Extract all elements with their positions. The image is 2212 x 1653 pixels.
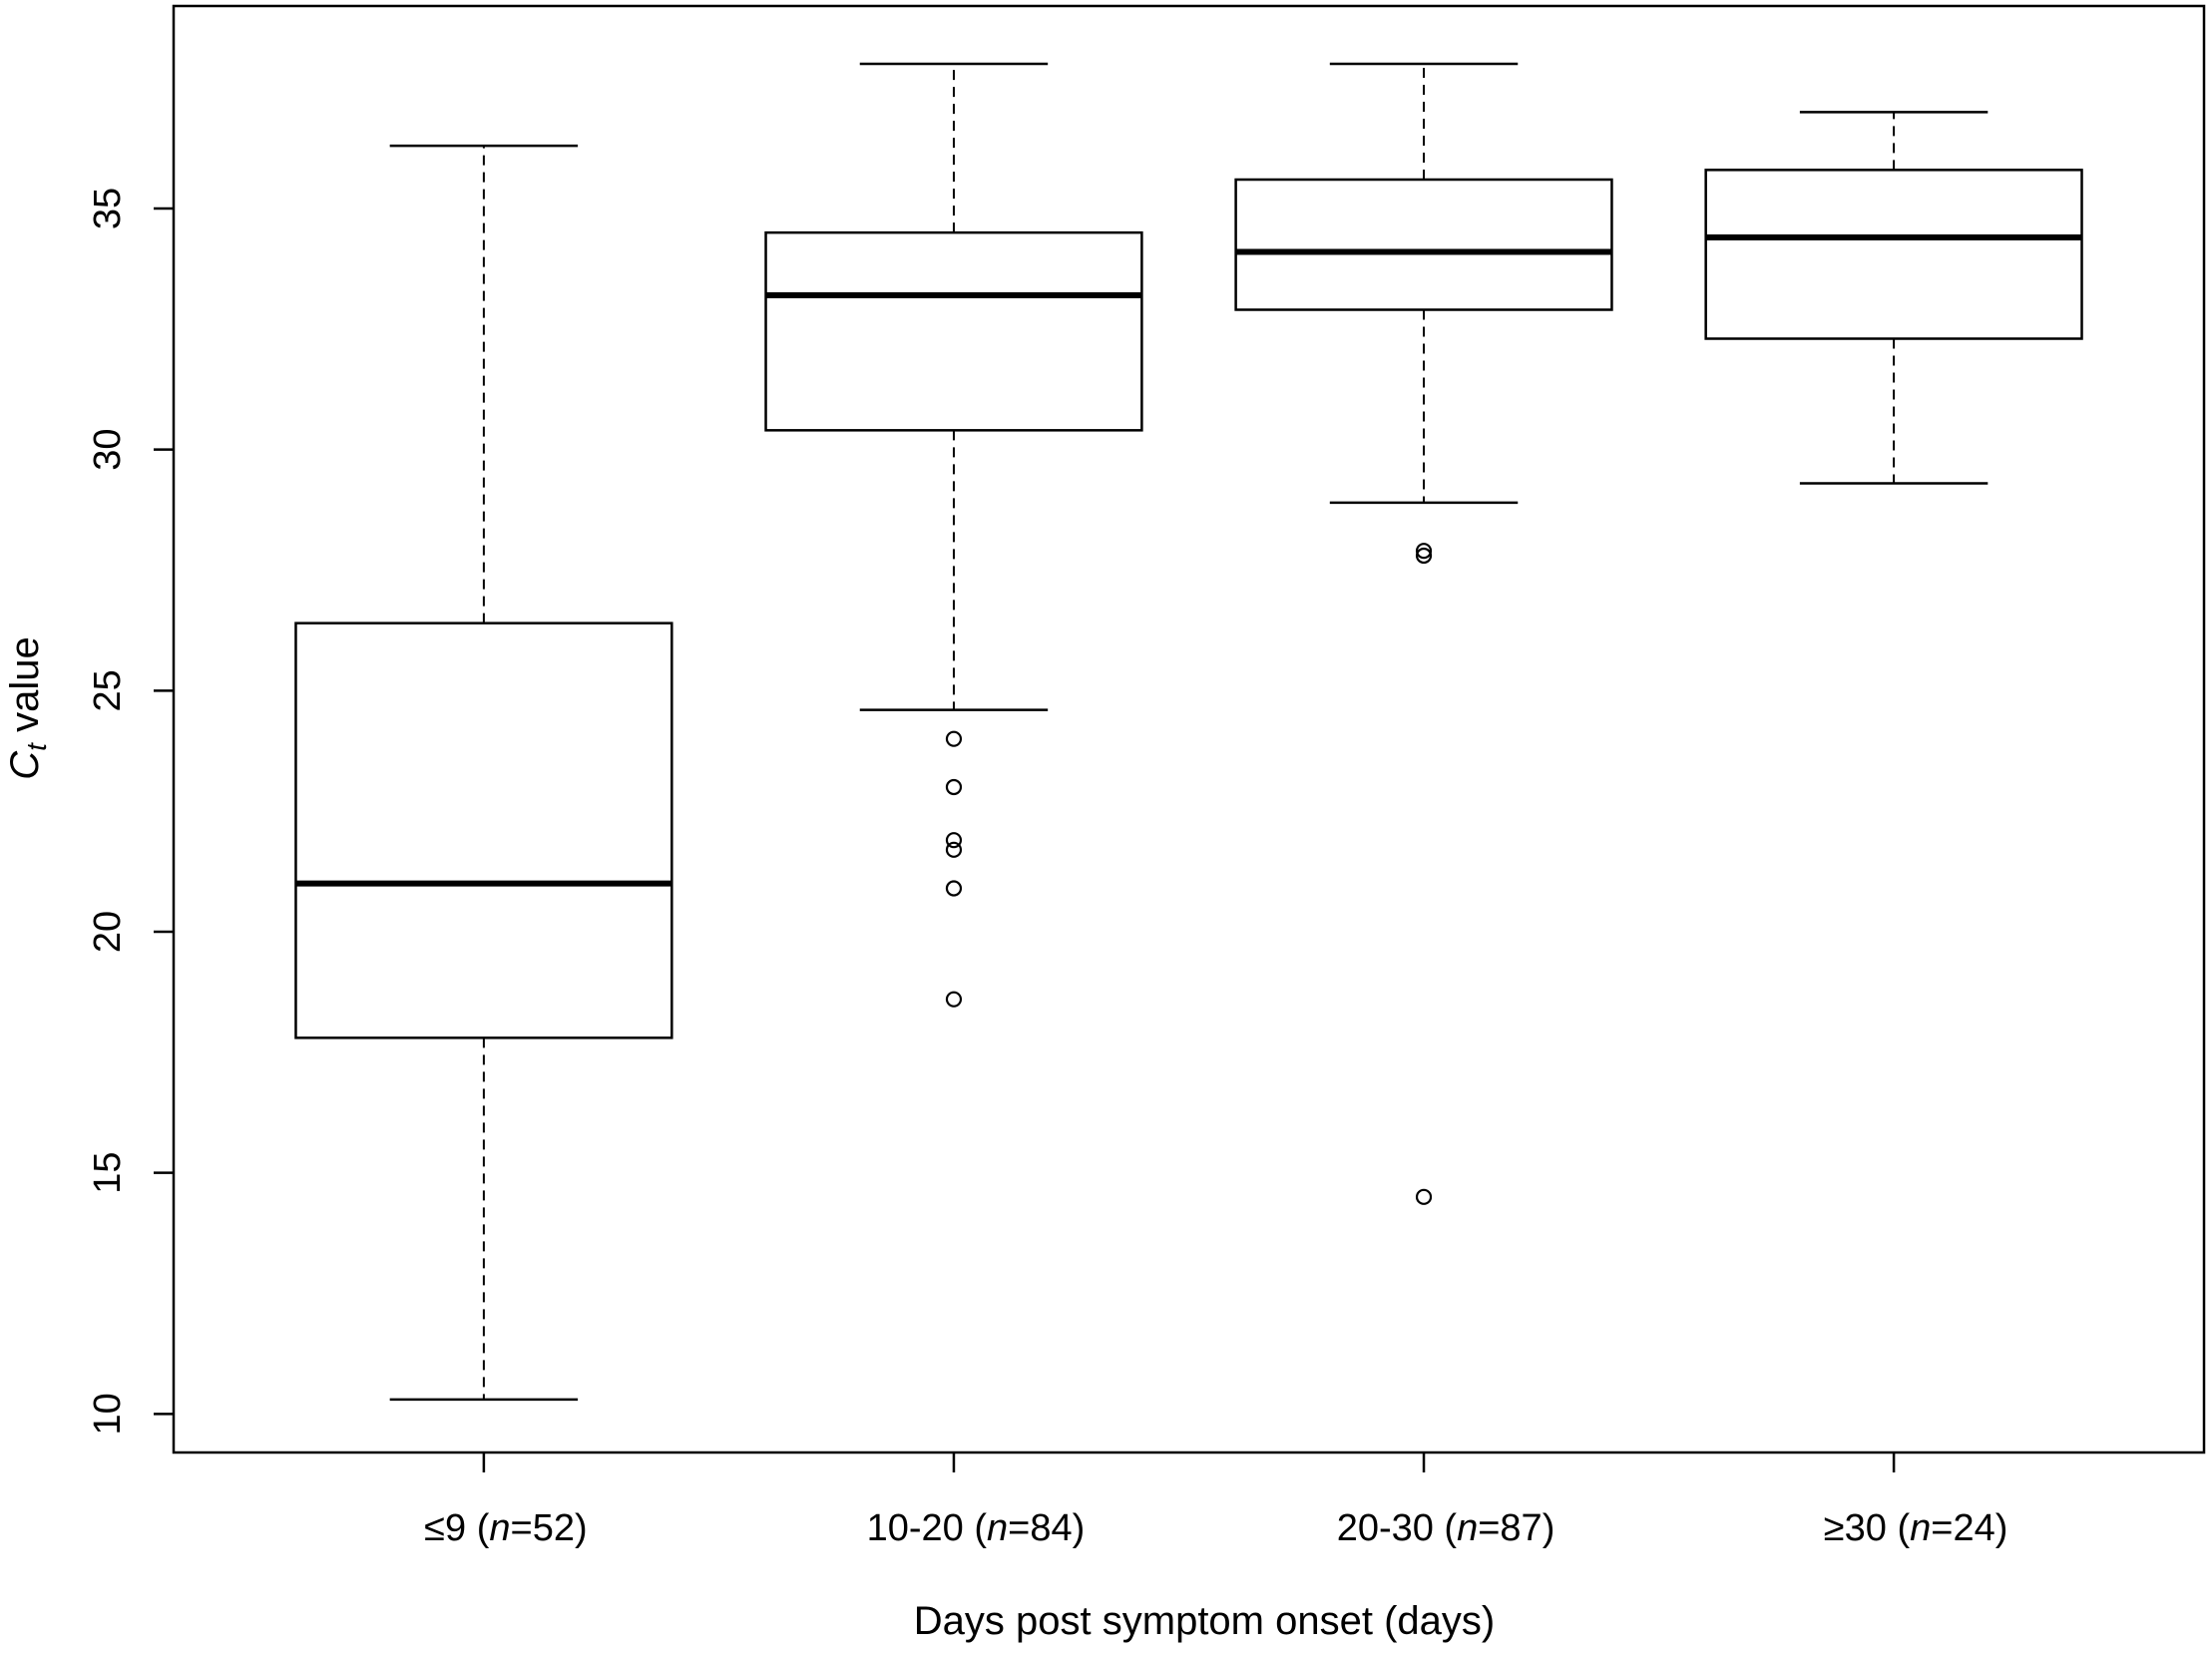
y-tick-label-20: 20 <box>87 911 129 953</box>
x-tick-label-count: =84) <box>1008 1507 1085 1549</box>
outlier-point <box>945 841 963 858</box>
outlier-point <box>945 880 963 897</box>
iqr-box <box>1234 178 1613 311</box>
x-tick-label-2: 20-30 (n=87) <box>1337 1507 1555 1549</box>
y-axis-title-sub: t <box>21 742 52 751</box>
boxes <box>294 62 2083 1402</box>
iqr-box <box>294 621 673 1039</box>
y-tick-label-15: 15 <box>87 1152 129 1194</box>
x-tick-label-0: ≤9 (n=52) <box>424 1507 587 1549</box>
outlier-point <box>945 778 963 796</box>
outlier-point <box>945 991 963 1008</box>
outlier-point <box>1415 543 1433 560</box>
box-group-3 <box>1704 111 2083 485</box>
x-axis-title: Days post symptom onset (days) <box>914 1599 1495 1643</box>
y-axis-title-rest: value <box>3 636 47 743</box>
box-group-0 <box>294 144 673 1402</box>
x-tick-label-n: n <box>1910 1507 1931 1549</box>
x-tick-label-count: =52) <box>511 1507 588 1549</box>
x-tick-label-range: 10-20 ( <box>867 1507 988 1549</box>
y-axis-title-main: C <box>3 750 47 780</box>
x-tick-label-1: 10-20 (n=84) <box>867 1507 1086 1549</box>
x-tick-label-n: n <box>489 1507 510 1549</box>
box-group-1 <box>764 62 1143 1008</box>
y-tick-label-35: 35 <box>87 188 129 229</box>
box-group-2 <box>1234 62 1613 1205</box>
outlier-point <box>945 832 963 849</box>
outlier-point <box>1415 547 1433 565</box>
y-axis: 10 15 20 25 30 35 <box>87 188 174 1435</box>
x-axis: ≤9 (n=52) 10-20 (n=84) 20-30 (n=87) ≥30 (n=… <box>424 1452 2007 1549</box>
y-tick-label-25: 25 <box>87 669 129 711</box>
x-tick-label-range: ≥30 ( <box>1824 1507 1911 1549</box>
y-tick-label-10: 10 <box>87 1393 129 1435</box>
plot-frame <box>172 4 2206 1454</box>
x-tick-label-3: ≥30 (n=24) <box>1824 1507 2008 1549</box>
x-tick-label-count: =24) <box>1931 1507 2007 1549</box>
y-tick-label-30: 30 <box>87 429 129 471</box>
x-tick-label-count: =87) <box>1478 1507 1554 1549</box>
x-tick-label-range: 20-30 ( <box>1337 1507 1458 1549</box>
iqr-box <box>764 230 1143 432</box>
x-tick-label-n: n <box>1457 1507 1478 1549</box>
x-tick-label-n: n <box>987 1507 1008 1549</box>
outlier-point <box>945 730 963 747</box>
x-tick-label-range: ≤9 ( <box>424 1507 490 1549</box>
y-axis-title: Ct value <box>3 636 52 779</box>
outlier-point <box>1415 1188 1433 1205</box>
iqr-box <box>1704 169 2083 340</box>
